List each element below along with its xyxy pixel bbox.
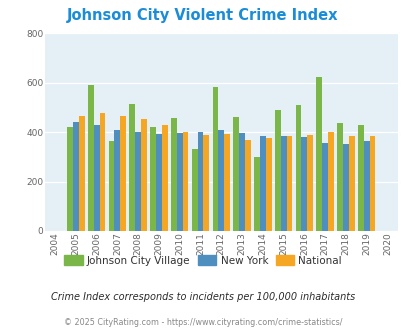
Bar xyxy=(176,133,182,231)
Bar xyxy=(141,119,147,231)
Bar xyxy=(212,87,218,231)
Bar xyxy=(197,132,203,231)
Bar xyxy=(87,85,94,231)
Bar xyxy=(129,104,135,231)
Bar xyxy=(295,105,301,231)
Bar xyxy=(109,141,114,231)
Bar xyxy=(156,135,162,231)
Bar xyxy=(307,135,312,231)
Bar xyxy=(280,136,286,231)
Bar xyxy=(135,132,141,231)
Bar xyxy=(301,137,307,231)
Bar xyxy=(191,149,197,231)
Bar xyxy=(218,130,224,231)
Bar xyxy=(182,132,188,231)
Bar xyxy=(363,142,369,231)
Bar xyxy=(259,137,265,231)
Bar xyxy=(315,77,322,231)
Text: © 2025 CityRating.com - https://www.cityrating.com/crime-statistics/: © 2025 CityRating.com - https://www.city… xyxy=(64,318,341,327)
Bar xyxy=(114,130,120,231)
Bar xyxy=(244,140,250,231)
Text: Crime Index corresponds to incidents per 100,000 inhabitants: Crime Index corresponds to incidents per… xyxy=(51,292,354,302)
Bar xyxy=(342,145,348,231)
Bar xyxy=(73,122,79,231)
Bar xyxy=(357,125,363,231)
Bar xyxy=(254,157,259,231)
Bar xyxy=(67,127,73,231)
Bar xyxy=(94,125,99,231)
Bar xyxy=(322,143,327,231)
Bar xyxy=(337,123,342,231)
Bar xyxy=(233,117,239,231)
Bar xyxy=(274,110,280,231)
Bar xyxy=(79,116,84,231)
Bar xyxy=(120,116,126,231)
Bar xyxy=(171,118,176,231)
Bar xyxy=(348,136,354,231)
Bar xyxy=(239,133,244,231)
Text: Johnson City Violent Crime Index: Johnson City Violent Crime Index xyxy=(67,8,338,23)
Legend: Johnson City Village, New York, National: Johnson City Village, New York, National xyxy=(60,251,345,270)
Bar xyxy=(162,125,167,231)
Bar xyxy=(265,138,271,231)
Bar xyxy=(369,136,375,231)
Bar xyxy=(286,136,292,231)
Bar xyxy=(327,132,333,231)
Bar xyxy=(150,127,156,231)
Bar xyxy=(224,135,229,231)
Bar xyxy=(203,135,209,231)
Bar xyxy=(99,114,105,231)
